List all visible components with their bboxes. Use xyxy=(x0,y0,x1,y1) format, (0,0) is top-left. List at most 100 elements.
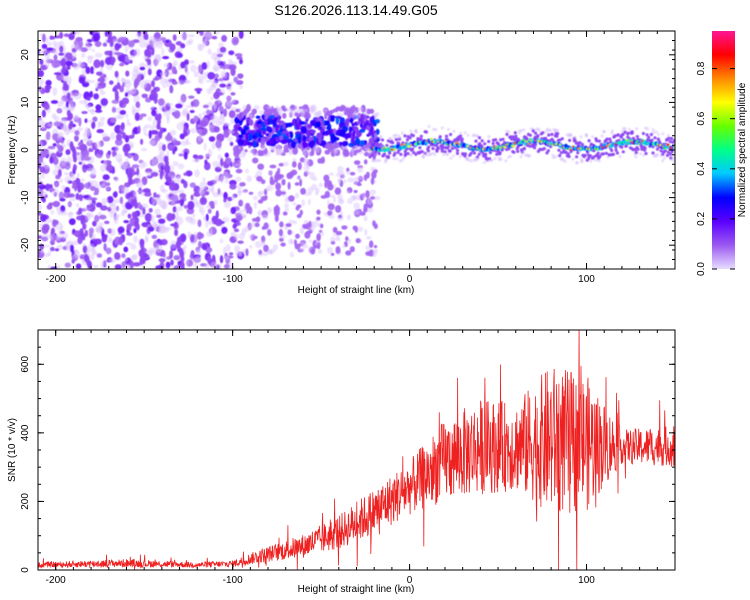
spectrogram-cell xyxy=(564,150,568,154)
spectrogram-cell xyxy=(223,200,231,209)
spectrogram-cell xyxy=(118,54,126,62)
spectrogram-cell xyxy=(335,231,343,236)
spectrogram-cell xyxy=(73,31,81,35)
spectrogram-cell xyxy=(257,137,262,142)
spectrogram-cell xyxy=(125,242,133,246)
spectrogram-cell xyxy=(654,130,658,134)
spectrogram-cell xyxy=(255,115,261,119)
spectrogram-cell xyxy=(598,154,602,158)
spectrogram-cell xyxy=(223,129,230,138)
spectrogram-cell xyxy=(248,141,254,147)
spectrogram-cell xyxy=(235,168,243,174)
spectrogram-cell xyxy=(255,216,261,223)
spectrogram-cell xyxy=(555,134,559,138)
spectrogram-cell xyxy=(211,35,218,40)
spectrogram-cell xyxy=(292,202,297,206)
spectrogram-cell xyxy=(487,135,491,139)
spectrogram-cell xyxy=(192,159,200,163)
spectrogram-cell xyxy=(661,132,665,136)
spectrogram-cell xyxy=(356,121,361,125)
spectrogram-cell xyxy=(141,203,149,209)
spectrogram-cell xyxy=(511,145,516,148)
spectrogram-cell xyxy=(112,38,119,45)
spectrogram-cell xyxy=(76,203,80,208)
spectrogram-cell xyxy=(635,127,639,131)
spectrogram-cell xyxy=(190,194,194,201)
spectrogram-cell xyxy=(43,253,51,258)
spectrogram-cell xyxy=(308,239,313,243)
spectrogram-cell xyxy=(326,143,334,148)
spectrogram-cell xyxy=(223,108,228,117)
spectrogram-cell xyxy=(282,135,289,140)
spectrogram-cell xyxy=(349,117,354,124)
spectrogram-cell xyxy=(505,132,509,136)
spectrogram-cell xyxy=(356,166,364,173)
spectrogram-cell xyxy=(374,133,378,137)
spectrogram-cell xyxy=(269,179,275,186)
spectrogram-cell xyxy=(76,172,80,178)
spectrogram-cell xyxy=(666,133,671,138)
spectrogram-cell xyxy=(197,155,204,160)
x-tick-label: -200 xyxy=(46,575,66,586)
spectrogram-cell xyxy=(242,214,247,219)
spectrogram-cell xyxy=(421,155,426,159)
spectrogram-cell xyxy=(240,129,247,136)
spectrogram-cell xyxy=(620,133,624,137)
spectrogram-cell xyxy=(105,175,110,180)
spectrogram-cell xyxy=(541,131,545,135)
spectrogram-cell xyxy=(174,229,179,237)
spectrogram-cell xyxy=(293,220,297,225)
spectrogram-cell xyxy=(106,196,114,204)
spectrogram-cell xyxy=(202,243,208,251)
spectrogram-cell xyxy=(204,159,208,165)
spectrogram-cell xyxy=(162,144,166,152)
spectrogram-cell xyxy=(537,128,542,132)
spectrogram-cell xyxy=(484,152,488,156)
spectrogram-cell xyxy=(158,218,166,224)
spectrogram-cell xyxy=(109,80,114,85)
spectrogram-cell xyxy=(159,71,168,77)
spectrogram-cell xyxy=(278,237,284,242)
spectrogram-cell xyxy=(163,110,172,117)
spectrogram-cell xyxy=(183,151,188,160)
spectrogram-cell xyxy=(353,202,361,210)
spectrogram-cell xyxy=(328,172,335,176)
spectrogram-cell xyxy=(640,147,644,151)
spectrogram-cell xyxy=(153,192,157,198)
spectrogram-cell xyxy=(59,118,67,125)
spectrogram-cell xyxy=(501,137,505,141)
spectrogram-cell xyxy=(164,77,168,84)
spectrogram-cell xyxy=(620,129,625,133)
spectrogram-cell xyxy=(148,36,156,45)
spectrogram-cell xyxy=(318,136,322,144)
spectrogram-cell xyxy=(78,76,86,84)
spectrogram-cell xyxy=(254,240,262,248)
spectrogram-cell xyxy=(283,203,290,209)
spectrogram-cell xyxy=(60,59,65,67)
spectrogram-cell xyxy=(161,188,168,194)
spectrogram-cell xyxy=(41,225,49,235)
spectrogram-cell xyxy=(73,250,81,259)
spectrogram-cell xyxy=(459,134,463,138)
spectrogram-cell xyxy=(304,231,311,239)
spectrogram-cell xyxy=(64,262,71,268)
spectrogram-cell xyxy=(353,189,358,194)
spectrogram-cell xyxy=(158,226,167,234)
spectrogram-cell xyxy=(252,153,259,157)
spectrogram-cell xyxy=(47,123,55,127)
spectrogram-cell xyxy=(90,108,95,115)
spectrogram-cell xyxy=(189,217,197,225)
spectrogram-cell xyxy=(150,172,159,177)
spectrogram-cell xyxy=(248,150,255,154)
spectrogram-cell xyxy=(84,104,92,108)
spectrogram-cell xyxy=(261,122,265,126)
spectrogram-cell xyxy=(261,251,269,257)
spectrogram-cell xyxy=(81,110,88,115)
spectrogram-cell xyxy=(228,129,235,135)
spectrogram-cell xyxy=(234,163,241,167)
spectrogram-cell xyxy=(85,255,90,263)
spectrogram-cell xyxy=(343,179,347,184)
spectrogram-cell xyxy=(408,136,412,140)
spectrogram-cell xyxy=(206,230,213,238)
spectrogram-cell xyxy=(525,137,529,141)
